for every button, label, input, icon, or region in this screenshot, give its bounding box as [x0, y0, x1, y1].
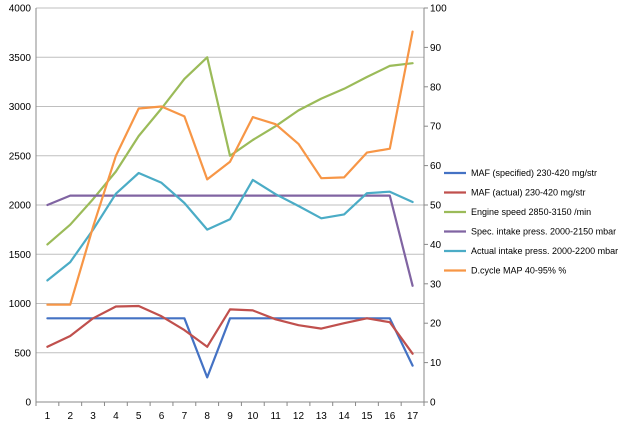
legend: MAF (specified) 230-420 mg/str MAF (actua…	[444, 168, 618, 276]
x-tick-label: 1	[45, 411, 51, 422]
series-line-2	[46, 304, 414, 355]
x-tick-label: 14	[339, 411, 351, 422]
series-line-4	[46, 194, 414, 287]
left-tick-label: 4000	[9, 4, 32, 15]
x-tick-label: 8	[204, 411, 210, 422]
right-tick-label: 100	[430, 4, 447, 15]
x-tick-label: 5	[136, 411, 142, 422]
legend-label-6: D.cycle MAP 40-95% %	[471, 266, 566, 276]
x-tick-label: 17	[407, 411, 419, 422]
left-tick-label: 3000	[9, 102, 32, 113]
left-tick-label: 2000	[9, 201, 32, 212]
legend-label-4: Spec. intake press. 2000-2150 mbar	[471, 227, 616, 237]
right-tick-label: 10	[430, 358, 442, 369]
x-tick-label: 6	[159, 411, 165, 422]
right-axis-ticks: 0 10 20 30 40 50 60 70 80 90 100	[424, 4, 447, 409]
x-tick-label: 11	[270, 411, 281, 422]
right-tick-label: 30	[430, 279, 442, 290]
left-tick-label: 0	[25, 398, 31, 409]
legend-label-3: Engine speed 2850-3150 /min	[471, 207, 591, 217]
legend-label-1: MAF (specified) 230-420 mg/str	[471, 168, 597, 178]
series-lines	[46, 30, 414, 379]
series-line-5	[46, 171, 414, 282]
legend-label-5: Actual intake press. 2000-2200 mbar	[471, 246, 618, 256]
x-tick-label: 16	[384, 411, 396, 422]
x-tick-label: 9	[227, 411, 233, 422]
right-tick-label: 60	[430, 161, 442, 172]
x-tick-label: 7	[182, 411, 188, 422]
x-tick-label: 15	[361, 411, 373, 422]
left-tick-label: 500	[14, 348, 31, 359]
x-tick-label: 2	[67, 411, 73, 422]
left-tick-label: 1000	[9, 299, 32, 310]
x-tick-label: 12	[293, 411, 305, 422]
legend-label-2: MAF (actual) 230-420 mg/str	[471, 188, 586, 198]
right-tick-label: 80	[430, 82, 442, 93]
left-tick-label: 3500	[9, 53, 32, 64]
right-tick-label: 0	[430, 398, 436, 409]
series-line-1	[46, 317, 414, 379]
right-tick-label: 20	[430, 319, 442, 330]
x-tick-label: 10	[247, 411, 259, 422]
right-tick-label: 40	[430, 240, 442, 251]
left-tick-label: 2500	[9, 151, 32, 162]
right-tick-label: 70	[430, 122, 442, 133]
right-tick-label: 50	[430, 201, 442, 212]
x-tick-label: 13	[316, 411, 328, 422]
right-tick-label: 90	[430, 43, 442, 54]
x-tick-label: 4	[113, 411, 119, 422]
left-tick-label: 1500	[9, 250, 32, 261]
left-axis-ticks: 0 500 1000 1500 2000 2500 3000 3500 4000	[9, 4, 32, 409]
x-tick-label: 3	[90, 411, 96, 422]
x-axis-ticks: 1 2 3 4 5 6 7 8 9 10 11 12 13 14 15 16 17	[35, 402, 425, 422]
series-line-6	[46, 30, 414, 306]
